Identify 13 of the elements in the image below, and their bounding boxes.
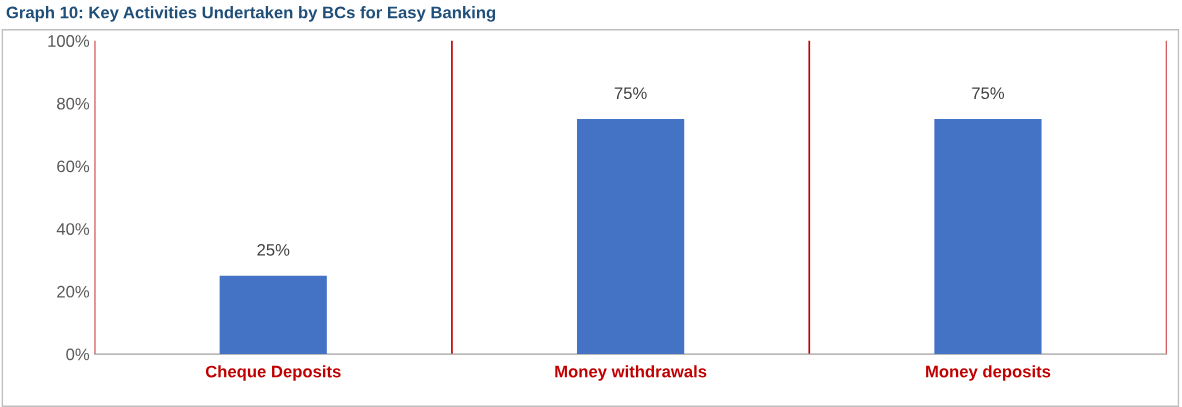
y-tick-label: 20% [57,285,90,298]
data-label: 25% [257,243,290,256]
data-label: 75% [972,87,1005,100]
y-tick-label: 40% [56,223,90,235]
x-tick-label: Cheque Deposits [205,365,341,381]
y-tick-label: 100% [48,35,90,47]
data-label: 75% [614,87,647,100]
x-tick-label: Money withdrawals [555,365,707,381]
y-tick-label: 60% [57,160,90,173]
x-tick-label: Money deposits [926,365,1051,381]
y-tick-label: 0% [66,348,90,361]
chart-title: Graph 10: Key Activities Undertaken by BCs for Easy Banking [6,6,496,22]
y-tick-label: 80% [57,97,90,110]
